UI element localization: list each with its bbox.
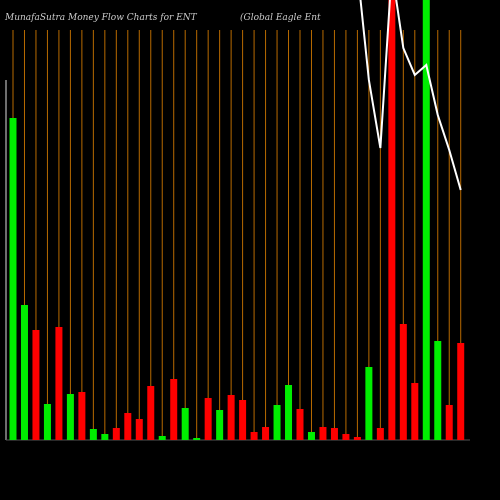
bar [158, 436, 166, 440]
bar [55, 327, 63, 440]
chart-subtitle: (Global Eagle Ent [240, 12, 321, 23]
bar [89, 429, 97, 440]
bar [285, 385, 293, 440]
bar [307, 432, 315, 440]
bar [181, 408, 189, 440]
bar [193, 438, 201, 440]
bar [66, 394, 74, 440]
bar [227, 395, 235, 440]
chart-title: MunafaSutra Money Flow Charts for ENT [4, 13, 198, 23]
bar [445, 405, 453, 440]
bar [32, 330, 40, 440]
bar [388, 0, 396, 440]
bar [101, 434, 109, 440]
bar [250, 432, 258, 440]
bar [78, 392, 86, 440]
money-flow-line [359, 0, 462, 191]
bar [43, 404, 51, 440]
bar [135, 419, 143, 440]
bar [422, 0, 430, 440]
bar [239, 400, 247, 440]
bar [20, 305, 28, 440]
bar [296, 409, 304, 440]
bar [204, 398, 212, 440]
bar [434, 341, 442, 440]
bar [273, 405, 281, 440]
bar [9, 118, 17, 440]
bar [330, 428, 338, 440]
bar [124, 413, 132, 440]
bar [457, 343, 465, 440]
bar [112, 428, 120, 440]
bar [399, 324, 407, 440]
bar [411, 383, 419, 440]
bar [262, 427, 270, 440]
bar [147, 386, 155, 440]
bar [216, 410, 224, 440]
bar [365, 367, 373, 440]
bar [342, 434, 350, 440]
bar [170, 379, 178, 440]
bar [376, 428, 384, 440]
bar [353, 437, 361, 440]
bar [319, 427, 327, 440]
